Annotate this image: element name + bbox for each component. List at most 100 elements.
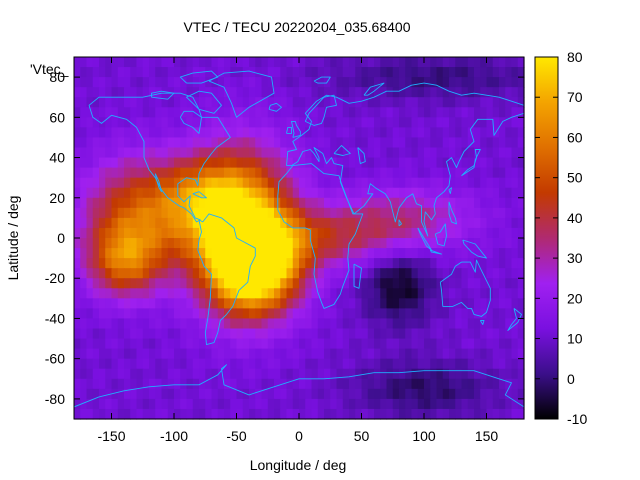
heatmap-cell	[74, 248, 81, 259]
heatmap-cell	[336, 268, 344, 279]
heatmap-cell	[324, 408, 331, 420]
heatmap-cell	[230, 378, 238, 390]
heatmap-cell	[167, 67, 175, 78]
heatmap-cell	[480, 268, 488, 279]
heatmap-cell	[92, 217, 100, 229]
heatmap-cell	[374, 147, 381, 159]
heatmap-cell	[111, 147, 119, 159]
heatmap-cell	[311, 288, 319, 299]
heatmap-cell	[180, 268, 188, 279]
heatmap-cell	[311, 248, 319, 259]
heatmap-cell	[180, 238, 188, 249]
heatmap-cell	[449, 338, 456, 350]
heatmap-cell	[374, 177, 381, 189]
heatmap-cell	[211, 308, 219, 320]
heatmap-cell	[424, 147, 431, 159]
heatmap-cell	[230, 398, 238, 410]
heatmap-cell	[492, 308, 500, 320]
heatmap-cell	[449, 107, 456, 118]
heatmap-cell	[86, 268, 94, 279]
heatmap-cell	[224, 268, 231, 279]
heatmap-cell	[186, 97, 194, 108]
heatmap-cell	[311, 388, 319, 400]
heatmap-cell	[180, 278, 188, 289]
heatmap-cell	[499, 157, 506, 169]
heatmap-cell	[199, 97, 206, 108]
heatmap-cell	[211, 227, 219, 239]
heatmap-cell	[192, 177, 200, 189]
heatmap-cell	[349, 268, 356, 279]
heatmap-cell	[136, 308, 144, 320]
heatmap-cell	[355, 137, 363, 149]
heatmap-cell	[267, 87, 275, 98]
heatmap-cell	[74, 238, 81, 249]
heatmap-cell	[311, 398, 319, 410]
heatmap-cell	[511, 177, 519, 189]
heatmap-cell	[405, 328, 413, 340]
heatmap-cell	[149, 308, 156, 320]
heatmap-cell	[417, 358, 425, 370]
heatmap-cell	[517, 217, 525, 229]
heatmap-cell	[436, 348, 444, 360]
heatmap-cell	[136, 137, 144, 149]
heatmap-cell	[142, 227, 150, 239]
heatmap-cell	[186, 117, 194, 128]
heatmap-cell	[367, 177, 375, 189]
heatmap-cell	[124, 258, 131, 269]
heatmap-cell	[317, 157, 325, 169]
heatmap-cell	[130, 57, 138, 68]
heatmap-cell	[292, 238, 300, 249]
heatmap-cell	[324, 57, 331, 68]
heatmap-cell	[480, 157, 488, 169]
heatmap-cell	[149, 57, 156, 68]
heatmap-cell	[380, 97, 388, 108]
heatmap-cell	[224, 328, 231, 340]
heatmap-cell	[149, 328, 156, 340]
heatmap-cell	[449, 227, 456, 239]
heatmap-cell	[405, 107, 413, 118]
heatmap-cell	[299, 77, 306, 88]
heatmap-cell	[492, 338, 500, 350]
heatmap-cell	[511, 338, 519, 350]
heatmap-cell	[417, 217, 425, 229]
heatmap-cell	[367, 117, 375, 128]
heatmap-cell	[161, 268, 169, 279]
heatmap-cell	[299, 338, 306, 350]
heatmap-cell	[461, 368, 469, 380]
heatmap-cell	[249, 227, 256, 239]
heatmap-cell	[492, 288, 500, 299]
heatmap-cell	[230, 278, 238, 289]
heatmap-cell	[367, 318, 375, 330]
heatmap-cell	[355, 268, 363, 279]
heatmap-cell	[442, 177, 450, 189]
heatmap-cell	[211, 318, 219, 330]
heatmap-cell	[167, 388, 175, 400]
heatmap-cell	[174, 77, 181, 88]
heatmap-cell	[217, 107, 225, 118]
heatmap-cell	[199, 368, 206, 380]
heatmap-cell	[124, 157, 131, 169]
heatmap-cell	[124, 328, 131, 340]
heatmap-cell	[149, 398, 156, 410]
heatmap-cell	[242, 107, 250, 118]
heatmap-cell	[424, 358, 431, 370]
heatmap-cell	[286, 288, 294, 299]
heatmap-cell	[442, 187, 450, 199]
heatmap-cell	[111, 97, 119, 108]
heatmap-cell	[155, 368, 163, 380]
heatmap-cell	[517, 358, 525, 370]
heatmap-cell	[199, 197, 206, 209]
heatmap-cell	[149, 227, 156, 239]
heatmap-cell	[224, 197, 231, 209]
heatmap-cell	[130, 147, 138, 159]
heatmap-cell	[436, 358, 444, 370]
heatmap-cell	[136, 57, 144, 68]
heatmap-cell	[136, 127, 144, 139]
heatmap-cell	[130, 238, 138, 249]
heatmap-cell	[249, 107, 256, 118]
heatmap-cell	[511, 147, 519, 159]
heatmap-cell	[305, 258, 313, 269]
heatmap-cell	[317, 408, 325, 420]
heatmap-cell	[311, 137, 319, 149]
heatmap-cell	[86, 157, 94, 169]
